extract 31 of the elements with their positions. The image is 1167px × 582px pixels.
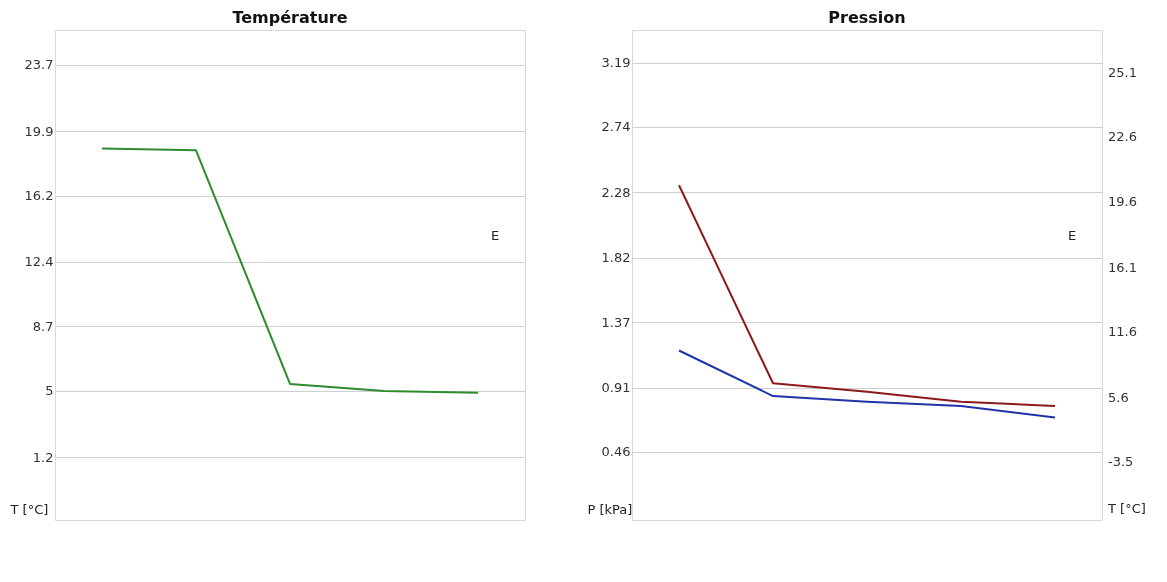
annotation: E (1067, 227, 1077, 243)
y-tick-label: 2.28 (601, 184, 631, 200)
y-axis-title: T [°C] (9, 501, 49, 517)
y-tick-label: 0.91 (601, 380, 631, 396)
text: 5.6 (1108, 389, 1129, 405)
text: 16.1 (1108, 259, 1137, 275)
text: -3.5 (1108, 453, 1134, 469)
line-series (678, 349, 1056, 419)
y-tick-label: 16.2 (24, 188, 54, 204)
y-tick-label: 0.46 (601, 444, 631, 460)
y-tick-label: 8.7 (32, 318, 54, 334)
y-tick-label: 1.82 (601, 250, 631, 266)
y-tick-label: 1.37 (601, 314, 631, 330)
y-tick-label: 3.19 (601, 55, 631, 71)
y-tick-label: 23.7 (24, 57, 54, 73)
y-axis-title: P [kPa] (587, 501, 633, 517)
line-series (678, 184, 1056, 408)
text: 25.1 (1108, 64, 1137, 80)
text: 19.6 (1108, 194, 1137, 210)
line-series (101, 147, 479, 394)
text: 22.6 (1108, 128, 1137, 144)
text: 11.6 (1108, 324, 1137, 340)
y-tick-label: 19.9 (24, 123, 54, 139)
chart-title: Pression (828, 8, 906, 27)
annotation: E (490, 227, 500, 243)
y-tick-label: 12.4 (24, 254, 54, 270)
y-tick-label: 5 (45, 383, 54, 399)
y2-axis-title: T [°C] (1107, 501, 1146, 516)
y-tick-label: 2.74 (601, 119, 631, 135)
chart-title: Température (232, 8, 348, 27)
y-tick-label: 1.2 (32, 449, 54, 465)
